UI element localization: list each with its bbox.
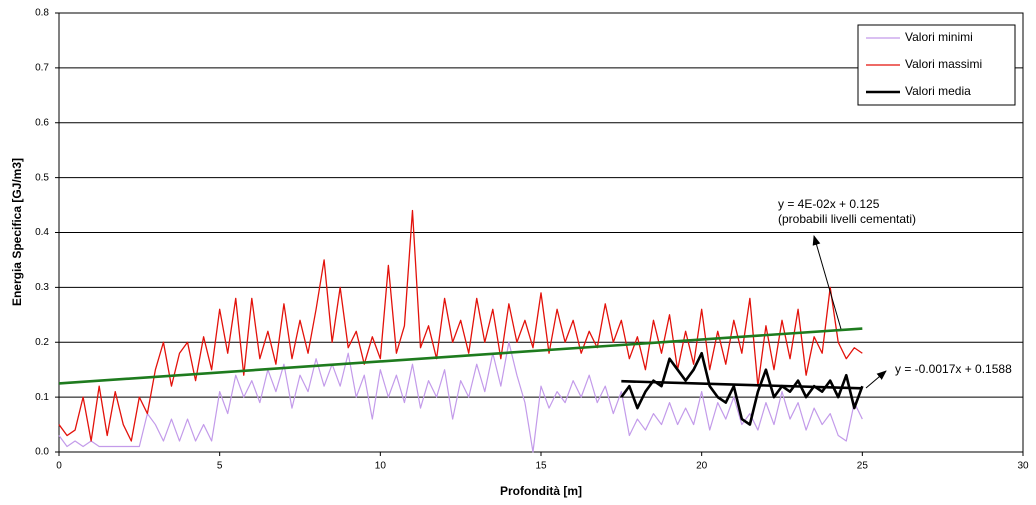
y-tick-label: 0.8 <box>35 8 49 19</box>
x-tick-label: 10 <box>375 461 387 472</box>
y-tick-label: 0.1 <box>35 392 49 403</box>
annotation: y = -0.0017x + 0.1588 <box>895 362 1012 376</box>
y-tick-label: 0.5 <box>35 172 49 183</box>
x-tick-label: 0 <box>56 461 62 472</box>
x-tick-label: 15 <box>535 461 547 472</box>
legend-label: Valori media <box>905 84 971 98</box>
y-tick-label: 0.6 <box>35 117 49 128</box>
y-tick-label: 0.3 <box>35 282 49 293</box>
series-line <box>58 341 863 453</box>
annotation-note: (probabili livelli cementati) <box>778 212 916 226</box>
x-axis-label: Profondità [m] <box>500 484 582 498</box>
legend-label: Valori massimi <box>905 57 982 71</box>
x-tick-label: 30 <box>1017 461 1029 472</box>
y-axis-label: Energia Specifica [GJ/m3] <box>10 158 24 306</box>
y-tick-label: 0.7 <box>35 63 49 74</box>
annotation-arrow <box>812 235 842 330</box>
x-tick-label: 25 <box>857 461 869 472</box>
y-tick-label: 0.2 <box>35 337 49 348</box>
y-tick-label: 0.0 <box>35 447 49 458</box>
trendline <box>621 379 863 390</box>
x-tick-label: 5 <box>217 461 223 472</box>
annotation-arrow <box>865 370 887 389</box>
trendline <box>58 327 863 385</box>
series-line <box>620 351 864 426</box>
series-line <box>58 209 863 442</box>
x-tick-label: 20 <box>696 461 708 472</box>
y-tick-label: 0.4 <box>35 227 49 238</box>
annotation: y = 4E-02x + 0.125 <box>778 197 880 211</box>
legend-label: Valori minimi <box>905 30 973 44</box>
plot-border <box>58 12 1024 453</box>
